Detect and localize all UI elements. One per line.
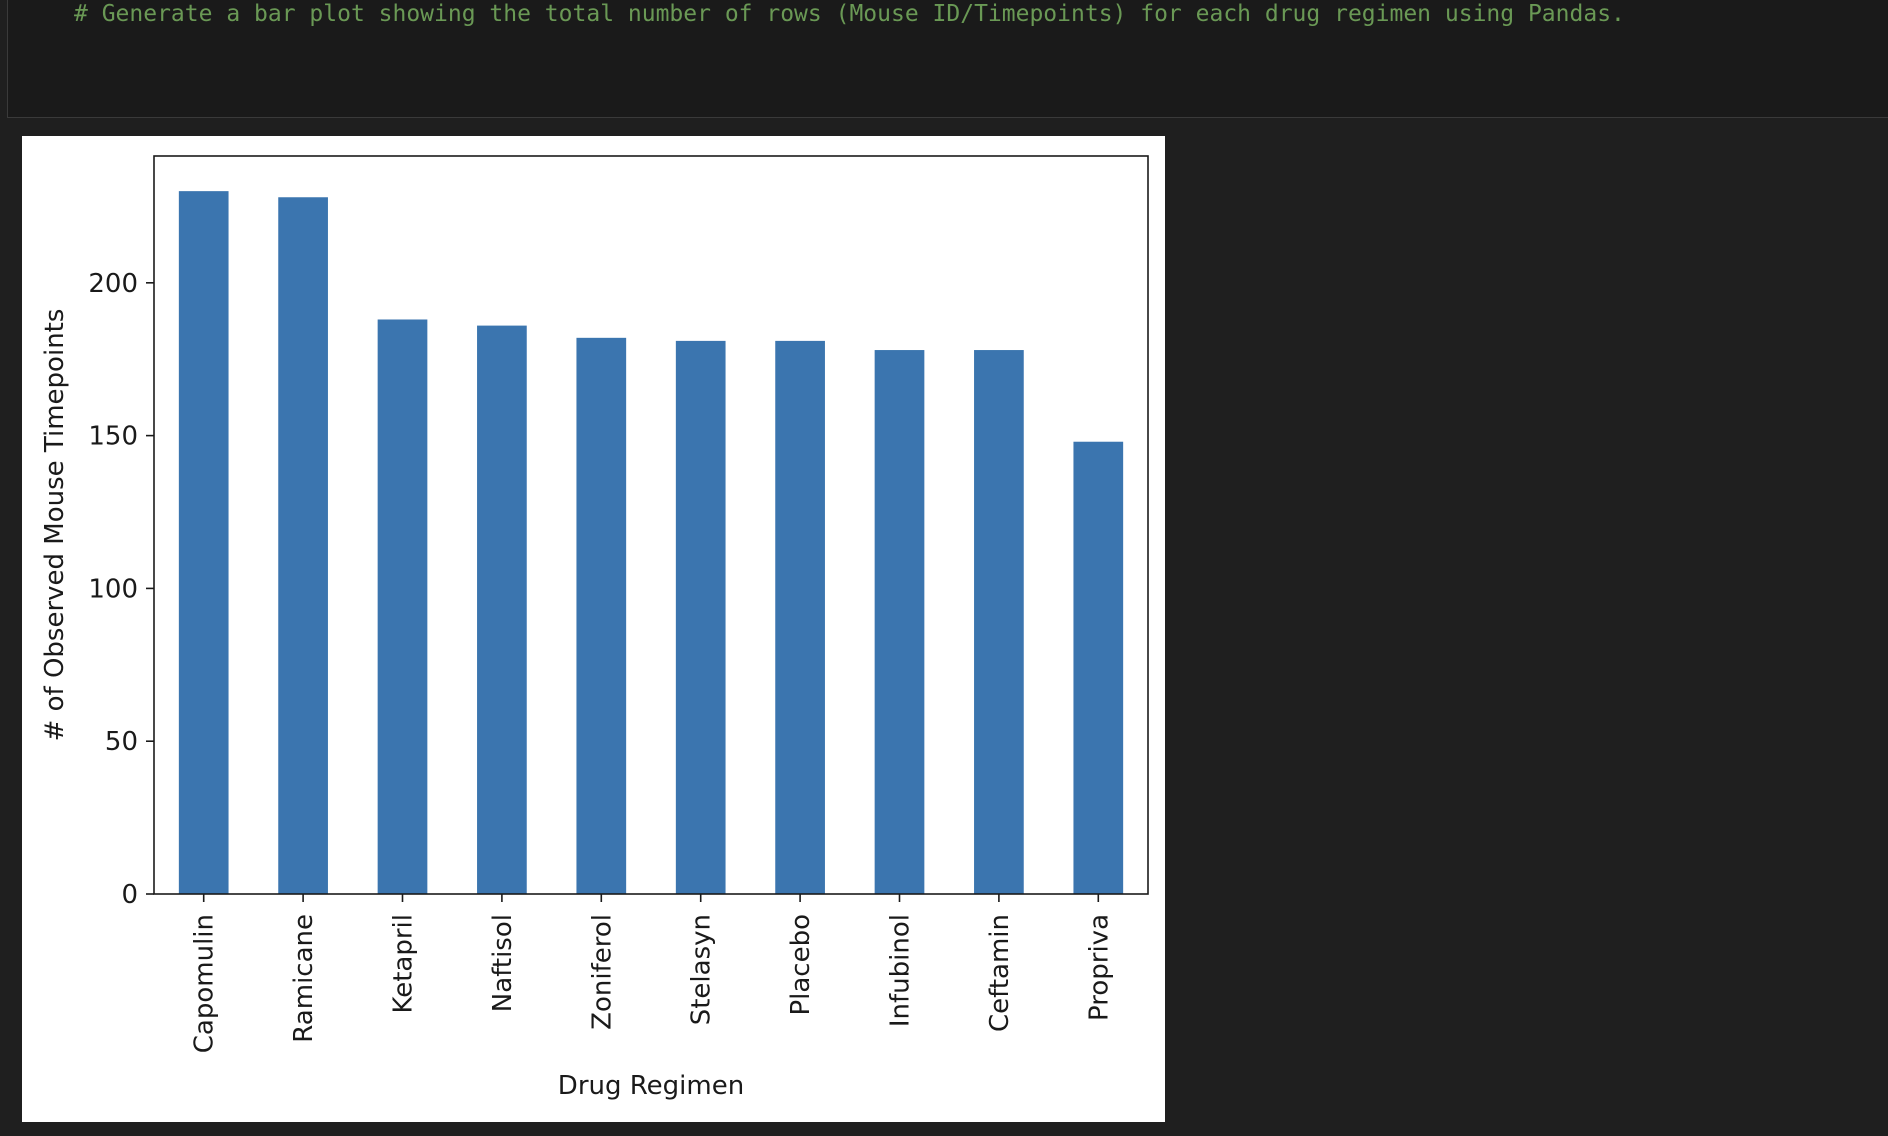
y-tick-label: 150 [88, 422, 138, 452]
y-tick-label: 50 [105, 727, 138, 757]
plot-frame [153, 155, 1149, 895]
bar-chart: Capomulin Ramicane Ketapril Naftisol Zonifer… [40, 155, 1149, 1101]
x-tick-label: Capomulin [190, 914, 220, 1053]
x-tick-label: Ketapril [389, 914, 419, 1014]
y-tick-label: 200 [88, 269, 138, 299]
x-tick-label: Ramicane [289, 914, 319, 1043]
cell-output: Capomulin Ramicane Ketapril Naftisol Zonifer… [22, 136, 1165, 1122]
x-tick-label: Infubinol [886, 914, 916, 1027]
code-cell[interactable]: # Generate a bar plot showing the total … [7, 0, 1888, 118]
bar-naftisol [477, 325, 527, 894]
x-tick-label: Ceftamin [985, 914, 1015, 1032]
bar-ramicane [278, 197, 328, 895]
bar-capomulin [178, 191, 229, 895]
bar-ceftamin [974, 350, 1024, 894]
bar-ketapril [377, 319, 428, 894]
bar-placebo [775, 340, 825, 895]
x-tick-label: Stelasyn [687, 914, 717, 1025]
x-axis-label: Drug Regimen [558, 1071, 744, 1101]
bar-zoniferol [576, 337, 627, 895]
y-tick-label: 100 [88, 574, 138, 604]
y-axis-label: # of Observed Mouse Timepoints [40, 309, 70, 742]
x-tick-label: Zoniferol [587, 914, 617, 1030]
x-tick-label: Naftisol [488, 914, 518, 1012]
y-tick-label: 0 [121, 880, 138, 910]
bar-propriva [1073, 441, 1124, 894]
bar-stelasyn [675, 340, 726, 895]
x-tick-label: Placebo [786, 914, 816, 1016]
code-comment: # Generate a bar plot showing the total … [74, 1, 1625, 27]
x-tick-label: Propriva [1084, 914, 1114, 1021]
bar-infubinol [874, 350, 925, 894]
